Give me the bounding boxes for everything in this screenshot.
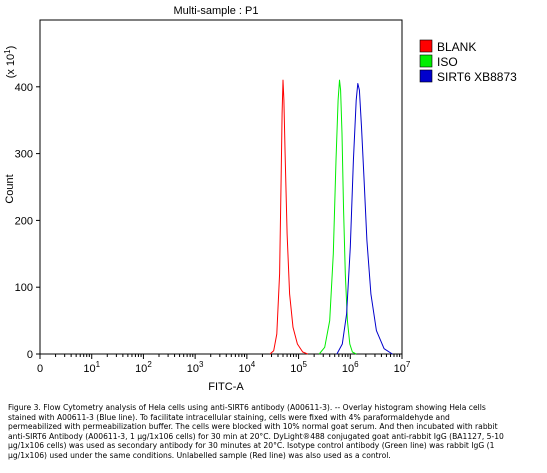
y-tick-label: 400 [15, 82, 33, 94]
series-lines [269, 79, 393, 355]
series-line-iso [318, 79, 357, 355]
series-line-sirt6-xb8873 [336, 83, 393, 355]
y-tick-label: 200 [15, 215, 33, 227]
x-tick-label: 0 [37, 363, 43, 375]
y-multiplier-label: (x 101) [3, 46, 17, 79]
y-axis-label: Count [4, 174, 16, 203]
caption-line: μg/1x106 cells) was used as secondary an… [8, 441, 495, 451]
x-tick-label: 107 [394, 360, 411, 375]
caption-line: stained with A00611-3 (Blue line). To fa… [8, 412, 450, 422]
legend-swatch [419, 54, 433, 68]
legend-label: SIRT6 XB8873 [437, 70, 517, 84]
caption-line: μg/1x106) used under the same conditions… [8, 450, 391, 460]
figure-caption: Figure 3. Flow Cytometry analysis of Hel… [8, 403, 528, 461]
x-tick-label: 103 [187, 360, 204, 375]
y-tick-label: 100 [15, 282, 33, 294]
flow-histogram-chart: Multi-sample : P1 0 100 200 300 400 0 101 102 1… [3, 5, 517, 393]
x-tick-label: 106 [342, 360, 359, 375]
x-tick-label: 105 [290, 360, 307, 375]
y-axis-ticks: 0 100 200 300 400 [15, 82, 40, 361]
caption-line: permeabilized with permeabilization buff… [8, 422, 498, 432]
x-axis-ticks: 0 101 102 103 104 105 106 107 [37, 354, 411, 375]
legend-swatch [419, 69, 433, 83]
x-tick-label: 104 [239, 360, 256, 375]
y-tick-label: 300 [15, 149, 33, 161]
x-tick-label: 102 [135, 360, 152, 375]
y-tick-label: 0 [27, 349, 33, 361]
x-tick-label: 101 [83, 360, 100, 375]
plot-area [39, 19, 403, 355]
x-axis-label: FITC-A [208, 381, 244, 393]
legend-label: ISO [437, 55, 458, 69]
series-line-blank [269, 79, 308, 355]
chart-title: Multi-sample : P1 [174, 5, 259, 17]
legend-swatch [419, 39, 433, 53]
svg-text:(x 101): (x 101) [3, 46, 17, 79]
legend-label: BLANK [437, 40, 476, 54]
caption-line: anti-SIRT6 Antibody (A00611-3, 1 μg/1x10… [8, 431, 504, 441]
caption-line: Figure 3. Flow Cytometry analysis of Hel… [8, 403, 486, 412]
